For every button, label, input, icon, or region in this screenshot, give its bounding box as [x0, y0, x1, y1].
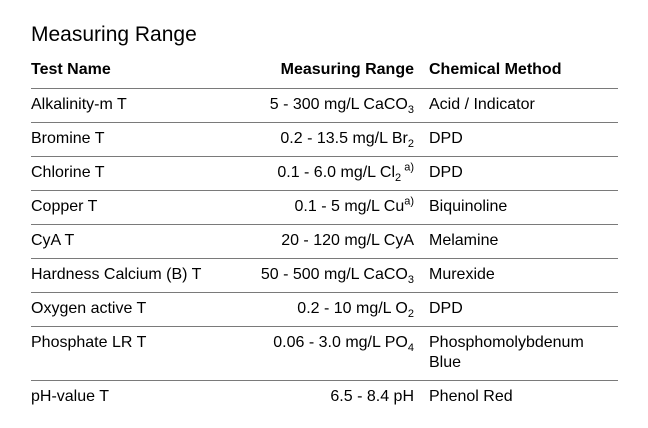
page-title: Measuring Range	[31, 23, 197, 46]
header-row: Test Name Measuring Range Chemical Metho…	[31, 60, 618, 89]
document-page: Measuring Range Test Name Measuring Rang…	[31, 23, 618, 414]
measuring-range-cell: 50 - 500 mg/L CaCO3	[221, 258, 414, 293]
range-text: 0.1 - 5 mg/L Cu	[294, 198, 405, 215]
chemical-method-cell: Acid / Indicator	[414, 88, 618, 123]
range-text: 0.2 - 13.5 mg/L Br	[280, 130, 408, 147]
test-name-cell: Oxygen active T	[31, 292, 221, 327]
measuring-range-cell: 0.1 - 5 mg/L Cua)	[221, 190, 414, 225]
range-text: 20 - 120 mg/L CyA	[281, 232, 414, 249]
test-name-cell: Alkalinity-m T	[31, 88, 221, 123]
range-superscript: a)	[401, 161, 414, 174]
chemical-method-cell: DPD	[414, 122, 618, 157]
measuring-range-cell: 5 - 300 mg/L CaCO3	[221, 88, 414, 123]
column-header-chemical-method: Chemical Method	[414, 60, 618, 89]
measuring-range-cell: 20 - 120 mg/L CyA	[221, 224, 414, 259]
range-subscript: 2	[395, 172, 402, 185]
test-name-cell: CyA T	[31, 224, 221, 259]
range-text: 50 - 500 mg/L CaCO	[260, 266, 408, 283]
table-header: Test Name Measuring Range Chemical Metho…	[31, 60, 618, 89]
chemical-method-cell: Melamine	[414, 224, 618, 259]
table-row: Phosphate LR T 0.06 - 3.0 mg/L PO4 Phosp…	[31, 326, 618, 381]
table-row: CyA T 20 - 120 mg/L CyA Melamine	[31, 224, 618, 259]
range-subscript: 4	[407, 342, 414, 355]
chemical-method-cell: DPD	[414, 292, 618, 327]
test-name-cell: Copper T	[31, 190, 221, 225]
measuring-range-table: Test Name Measuring Range Chemical Metho…	[31, 60, 618, 414]
measuring-range-cell: 6.5 - 8.4 pH	[221, 381, 414, 415]
table-row: Copper T 0.1 - 5 mg/L Cua) Biquinoline	[31, 190, 618, 225]
range-text: 0.2 - 10 mg/L O	[297, 300, 408, 317]
column-header-measuring-range: Measuring Range	[221, 60, 414, 89]
test-name-cell: Bromine T	[31, 122, 221, 157]
measuring-range-cell: 0.1 - 6.0 mg/L Cl2 a)	[221, 156, 414, 191]
chemical-method-cell: Phenol Red	[429, 388, 513, 405]
table-row: Bromine T 0.2 - 13.5 mg/L Br2 DPD	[31, 122, 618, 157]
table-body: Alkalinity-m T 5 - 300 mg/L CaCO3 Acid /…	[31, 88, 618, 415]
chemical-method-cell: Phosphomolybdenum Blue	[414, 326, 618, 381]
range-subscript: 2	[407, 308, 414, 321]
measuring-range-cell: 0.2 - 10 mg/L O2	[221, 292, 414, 327]
test-name-cell: Phosphate LR T	[31, 326, 221, 381]
test-name-cell: Hardness Calcium (B) T	[31, 258, 221, 293]
table-row: Alkalinity-m T 5 - 300 mg/L CaCO3 Acid /…	[31, 88, 618, 123]
range-subscript: 3	[407, 104, 414, 117]
range-subscript: 2	[407, 138, 414, 151]
chemical-method-cell: Murexide	[414, 258, 618, 293]
range-subscript: 3	[407, 274, 414, 287]
table-row: Oxygen active T 0.2 - 10 mg/L O2 DPD	[31, 292, 618, 327]
table-row: Chlorine T 0.1 - 6.0 mg/L Cl2 a) DPD	[31, 156, 618, 191]
range-text: 6.5 - 8.4 pH	[330, 388, 414, 405]
range-text: 5 - 300 mg/L CaCO	[269, 96, 408, 113]
test-name-cell: Chlorine T	[31, 156, 221, 191]
table-row: pH-value T 6.5 - 8.4 pH Phenol Red	[31, 381, 618, 415]
measuring-range-cell: 0.06 - 3.0 mg/L PO4	[221, 326, 414, 381]
chemical-method-cell: Biquinoline	[414, 190, 618, 225]
range-superscript: a)	[404, 195, 414, 208]
column-header-test-name: Test Name	[31, 60, 221, 89]
table-row: Hardness Calcium (B) T 50 - 500 mg/L CaC…	[31, 258, 618, 293]
range-text: 0.1 - 6.0 mg/L Cl	[277, 164, 396, 181]
test-name-cell: pH-value T	[31, 388, 109, 405]
chemical-method-cell: DPD	[414, 156, 618, 191]
range-text: 0.06 - 3.0 mg/L PO	[273, 334, 408, 351]
measuring-range-cell: 0.2 - 13.5 mg/L Br2	[221, 122, 414, 157]
